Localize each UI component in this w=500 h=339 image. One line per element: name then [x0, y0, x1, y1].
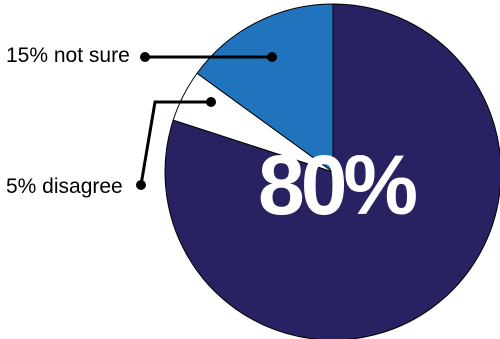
leader-dot-disagree-start: [136, 180, 146, 190]
leader-dot-disagree-end: [206, 97, 216, 107]
leader-dot-not-sure-start: [140, 52, 150, 62]
leader-line-disagree: [139, 100, 211, 186]
pie-slice-not-sure: [196, 3, 334, 173]
slice-label-not-sure: 15% not sure: [6, 44, 130, 67]
leader-dot-not-sure-end: [267, 52, 277, 62]
slice-label-disagree: 5% disagree: [6, 175, 123, 198]
slice-label-agree: 80%: [258, 138, 416, 232]
pie-slice-agree: [164, 3, 500, 339]
